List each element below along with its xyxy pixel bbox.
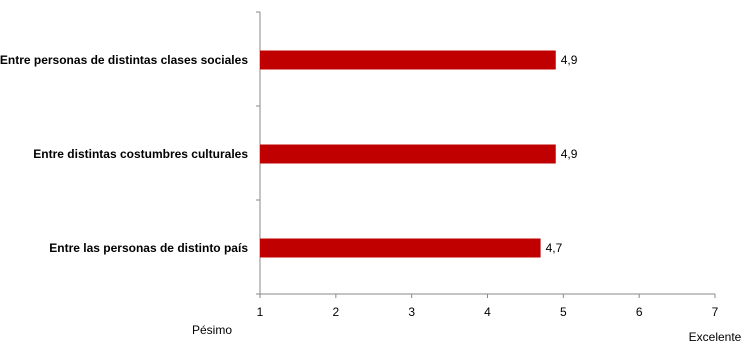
x-tick-label: 5	[560, 305, 567, 319]
x-tick-label: 2	[332, 305, 339, 319]
category-label: Entre personas de distintas clases socia…	[0, 53, 248, 67]
bar	[260, 144, 556, 164]
bar	[260, 238, 541, 258]
category-label: Entre las personas de distinto país	[49, 241, 248, 255]
x-tick-label: 3	[408, 305, 415, 319]
bar	[260, 50, 556, 70]
labels: Entre personas de distintas clases socia…	[0, 53, 578, 255]
data-label: 4,7	[546, 241, 563, 255]
scale-low-label: Pésimo	[192, 323, 232, 337]
x-tick-label: 7	[712, 305, 719, 319]
data-label: 4,9	[561, 147, 578, 161]
x-tick-label: 1	[257, 305, 264, 319]
bars	[260, 50, 556, 258]
data-label: 4,9	[561, 53, 578, 67]
scale-high-label: Excelente	[689, 330, 742, 342]
category-label: Entre distintas costumbres culturales	[33, 147, 248, 161]
x-tick-label: 6	[636, 305, 643, 319]
x-tick-label: 4	[484, 305, 491, 319]
